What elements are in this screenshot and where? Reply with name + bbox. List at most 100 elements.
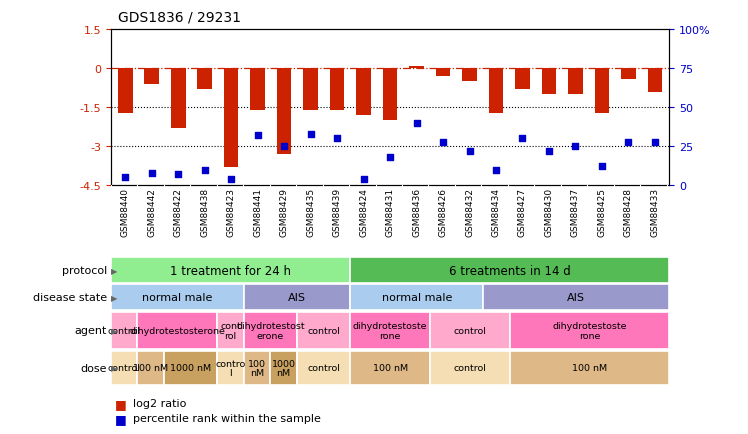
Text: ▶: ▶ (111, 293, 118, 302)
Text: GSM88423: GSM88423 (227, 188, 236, 237)
Text: control: control (453, 326, 486, 335)
Text: ■: ■ (114, 397, 126, 410)
Text: GSM88422: GSM88422 (174, 188, 183, 237)
Text: GSM88434: GSM88434 (491, 188, 500, 237)
Text: control: control (453, 364, 486, 372)
Point (543, 148, 555, 155)
Text: normal male: normal male (142, 293, 212, 302)
Text: percentile rank within the sample: percentile rank within the sample (133, 414, 321, 423)
Text: GSM88424: GSM88424 (359, 188, 368, 237)
Text: GSM88433: GSM88433 (651, 188, 660, 237)
Text: ▶: ▶ (111, 364, 118, 372)
FancyBboxPatch shape (430, 351, 510, 385)
Bar (118, 69, 132, 113)
Bar (648, 69, 662, 92)
Bar (409, 67, 424, 69)
Text: GDS1836 / 29231: GDS1836 / 29231 (118, 11, 241, 25)
Text: GSM88430: GSM88430 (545, 188, 554, 237)
FancyBboxPatch shape (217, 312, 244, 349)
FancyBboxPatch shape (483, 285, 669, 311)
FancyBboxPatch shape (111, 312, 138, 349)
Text: control: control (108, 326, 141, 335)
Text: ▶: ▶ (111, 266, 118, 275)
Point (331, 136, 343, 143)
Text: 100 nM: 100 nM (572, 364, 607, 372)
Text: AIS: AIS (288, 293, 306, 302)
FancyBboxPatch shape (164, 351, 217, 385)
Bar (330, 69, 344, 111)
FancyBboxPatch shape (217, 351, 244, 385)
Text: GSM88436: GSM88436 (412, 188, 421, 237)
FancyBboxPatch shape (350, 285, 483, 311)
FancyBboxPatch shape (244, 351, 270, 385)
FancyBboxPatch shape (138, 351, 164, 385)
Text: normal male: normal male (381, 293, 452, 302)
FancyBboxPatch shape (270, 351, 297, 385)
FancyBboxPatch shape (111, 351, 138, 385)
Point (384, 155, 396, 161)
Text: GSM88432: GSM88432 (465, 188, 474, 237)
Point (649, 139, 661, 146)
Point (199, 167, 211, 174)
Text: disease state: disease state (33, 293, 107, 302)
Bar (251, 69, 265, 111)
Point (464, 148, 476, 155)
Text: 6 treatments in 14 d: 6 treatments in 14 d (449, 264, 571, 277)
Text: control: control (108, 364, 141, 372)
FancyBboxPatch shape (138, 312, 217, 349)
Bar (462, 69, 476, 82)
Text: 1 treatment for 24 h: 1 treatment for 24 h (170, 264, 291, 277)
FancyBboxPatch shape (244, 312, 297, 349)
FancyBboxPatch shape (111, 258, 350, 284)
Text: GSM88441: GSM88441 (253, 188, 263, 237)
Bar (197, 69, 212, 90)
Bar (224, 69, 239, 168)
Bar (144, 69, 159, 85)
Bar (436, 69, 450, 77)
Point (172, 171, 184, 178)
FancyBboxPatch shape (510, 312, 669, 349)
Text: control: control (307, 364, 340, 372)
Text: dihydrotestost
erone: dihydrotestost erone (236, 322, 304, 340)
Text: protocol: protocol (62, 266, 107, 276)
Text: log2 ratio: log2 ratio (133, 398, 186, 408)
Text: GSM88429: GSM88429 (280, 188, 289, 237)
Text: GSM88435: GSM88435 (306, 188, 315, 237)
Text: dihydrotestosterone: dihydrotestosterone (129, 326, 225, 335)
Point (119, 174, 131, 181)
Point (437, 139, 449, 146)
Bar (488, 69, 503, 113)
Text: GSM88426: GSM88426 (438, 188, 447, 237)
Point (490, 167, 502, 174)
Bar (568, 69, 583, 95)
Text: ▶: ▶ (111, 326, 118, 335)
Text: 100
nM: 100 nM (248, 359, 266, 377)
Text: GSM88442: GSM88442 (147, 188, 156, 237)
FancyBboxPatch shape (350, 351, 430, 385)
Point (225, 176, 237, 183)
FancyBboxPatch shape (350, 258, 669, 284)
Text: control: control (307, 326, 340, 335)
Text: GSM88427: GSM88427 (518, 188, 527, 237)
Text: GSM88437: GSM88437 (571, 188, 580, 237)
FancyBboxPatch shape (297, 351, 350, 385)
Text: GSM88428: GSM88428 (624, 188, 633, 237)
Point (251, 132, 263, 139)
Text: GSM88425: GSM88425 (598, 188, 607, 237)
Bar (171, 69, 186, 129)
Text: 1000 nM: 1000 nM (170, 364, 211, 372)
FancyBboxPatch shape (297, 312, 350, 349)
FancyBboxPatch shape (244, 285, 350, 311)
Text: AIS: AIS (567, 293, 586, 302)
Point (569, 143, 581, 150)
Bar (542, 69, 557, 95)
FancyBboxPatch shape (111, 285, 244, 311)
Text: dihydrotestoste
rone: dihydrotestoste rone (353, 322, 427, 340)
Text: contro
l: contro l (215, 359, 245, 377)
Point (304, 131, 316, 138)
Point (411, 120, 423, 127)
Text: GSM88438: GSM88438 (200, 188, 209, 237)
Bar (277, 69, 292, 155)
Text: ■: ■ (114, 412, 126, 425)
Point (622, 139, 634, 146)
